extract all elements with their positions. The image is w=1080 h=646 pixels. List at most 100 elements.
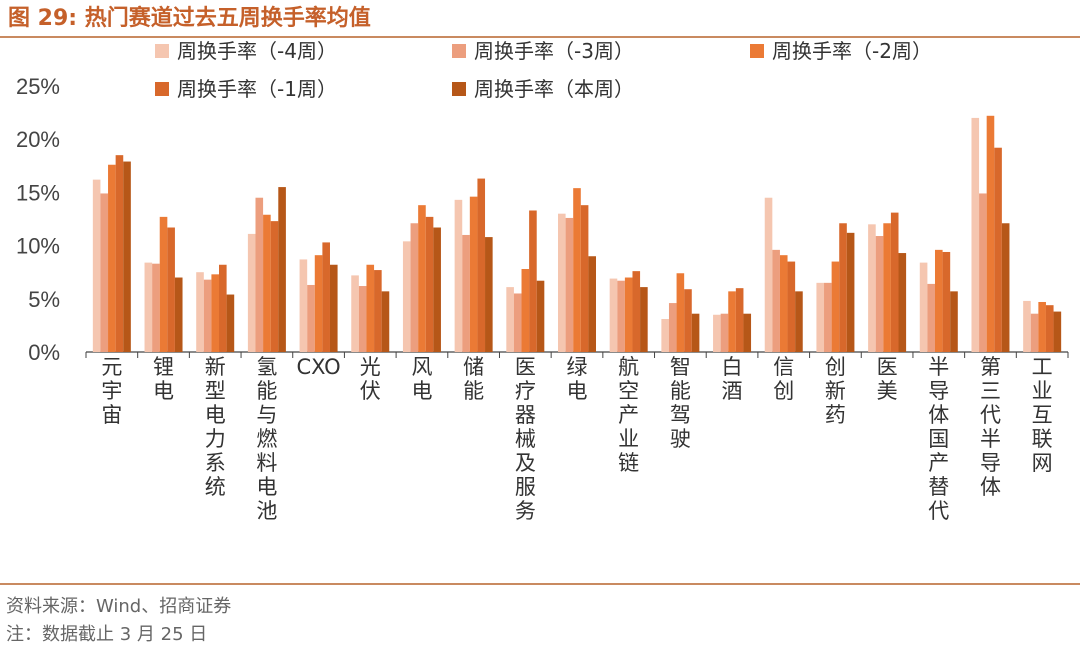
bar: [816, 282, 825, 352]
x-tick-label: CXO: [296, 355, 340, 379]
bar: [351, 275, 359, 352]
bar: [558, 213, 566, 352]
bar: [174, 277, 183, 352]
legend-item: 周换手率（-2周）: [750, 39, 932, 63]
x-tick-label: 元宇宙: [101, 355, 122, 427]
bar: [971, 117, 980, 352]
legend-label: 周换手率（-3周）: [474, 39, 634, 63]
bar: [329, 264, 338, 352]
bar: [159, 216, 168, 352]
legend-label: 周换手率（-4周）: [177, 39, 337, 63]
x-tick-label: 第三代半导体: [980, 355, 1001, 499]
legend-label: 周换手率（本周）: [474, 77, 634, 101]
bar: [263, 214, 271, 352]
bar: [381, 291, 390, 352]
bar: [1045, 305, 1054, 352]
bar: [469, 196, 478, 352]
bar: [226, 294, 235, 352]
x-tick-label: 医美: [877, 355, 898, 403]
bar: [247, 233, 256, 352]
bar: [410, 223, 419, 352]
bar: [1038, 301, 1046, 352]
bar: [203, 279, 212, 352]
bar: [211, 274, 220, 352]
x-tick-label: 半导体国产替代: [928, 355, 949, 523]
legend-label: 周换手率（-2周）: [772, 39, 932, 63]
y-tick-label: 15%: [16, 180, 60, 205]
chart-axes: 0% 5% 10% 15% 20% 25%: [16, 74, 1069, 365]
x-tick-label: 工业互联网: [1032, 355, 1053, 475]
y-tick-label: 0%: [28, 340, 60, 365]
bar: [152, 263, 160, 352]
x-tick-label: 氢能与燃料电池: [256, 355, 277, 523]
bar: [573, 188, 581, 352]
bar: [167, 227, 175, 352]
bar: [994, 147, 1002, 352]
x-tick-label: 白酒: [722, 355, 743, 403]
bar: [255, 197, 264, 352]
y-tick-label: 25%: [16, 74, 60, 99]
bar: [521, 269, 530, 352]
title-divider: [0, 36, 1080, 38]
bar: [299, 259, 308, 352]
bar: [374, 270, 382, 352]
x-tick-label: 储能: [463, 355, 484, 403]
bar: [580, 205, 589, 352]
bar: [433, 227, 441, 352]
x-tick-label: 医疗器械及服务: [515, 355, 536, 523]
bar: [831, 261, 840, 352]
bar: [485, 237, 493, 352]
bar: [617, 280, 625, 352]
bar: [979, 193, 987, 352]
bar: [632, 271, 641, 352]
bar: [314, 255, 323, 352]
x-tick-label: 智能驾驶: [670, 355, 691, 451]
bar: [898, 253, 907, 352]
bar: [1053, 311, 1062, 352]
bar: [322, 242, 330, 352]
bar: [890, 212, 899, 352]
legend-swatch: [452, 44, 466, 58]
bar: [846, 232, 855, 352]
legend-swatch: [452, 82, 466, 96]
bar: [219, 264, 227, 352]
bar: [1023, 300, 1031, 352]
bar: [1001, 223, 1010, 352]
bar: [278, 187, 286, 352]
bar: [402, 241, 411, 352]
bar: [418, 205, 426, 352]
bar: [366, 264, 375, 352]
bar: [624, 277, 633, 352]
bar: [743, 313, 752, 352]
bar: [779, 255, 788, 352]
bar: [1030, 313, 1039, 352]
bar: [115, 155, 124, 352]
bar: [196, 272, 204, 352]
bar: [720, 313, 729, 352]
bar: [100, 193, 109, 352]
bar: [565, 217, 574, 352]
bar: [764, 197, 773, 352]
x-tick-label: 新型电力系统: [205, 355, 226, 499]
bar: [477, 178, 486, 352]
bar: [728, 291, 736, 352]
legend-label: 周换手率（-1周）: [177, 77, 337, 101]
bar-chart: 周换手率（-4周） 周换手率（-3周） 周换手率（-2周） 周换手率（-1周） 周换手率…: [16, 39, 1069, 523]
chart-legend: 周换手率（-4周） 周换手率（-3周） 周换手率（-2周） 周换手率（-1周） 周换手率…: [155, 39, 932, 101]
bar: [144, 262, 153, 352]
bar: [108, 164, 116, 352]
chart-bars: [92, 115, 1062, 352]
date-note: 注：数据截止 3 月 25 日: [6, 624, 208, 645]
bar: [588, 256, 596, 352]
legend-swatch: [155, 44, 169, 58]
legend-swatch: [155, 82, 169, 96]
bar: [684, 289, 692, 352]
bar: [123, 161, 131, 352]
bar: [454, 199, 463, 352]
bar: [787, 261, 796, 352]
bar: [795, 291, 803, 352]
bar: [986, 115, 995, 352]
x-tick-label: 光伏: [360, 355, 381, 403]
bar: [875, 236, 884, 352]
